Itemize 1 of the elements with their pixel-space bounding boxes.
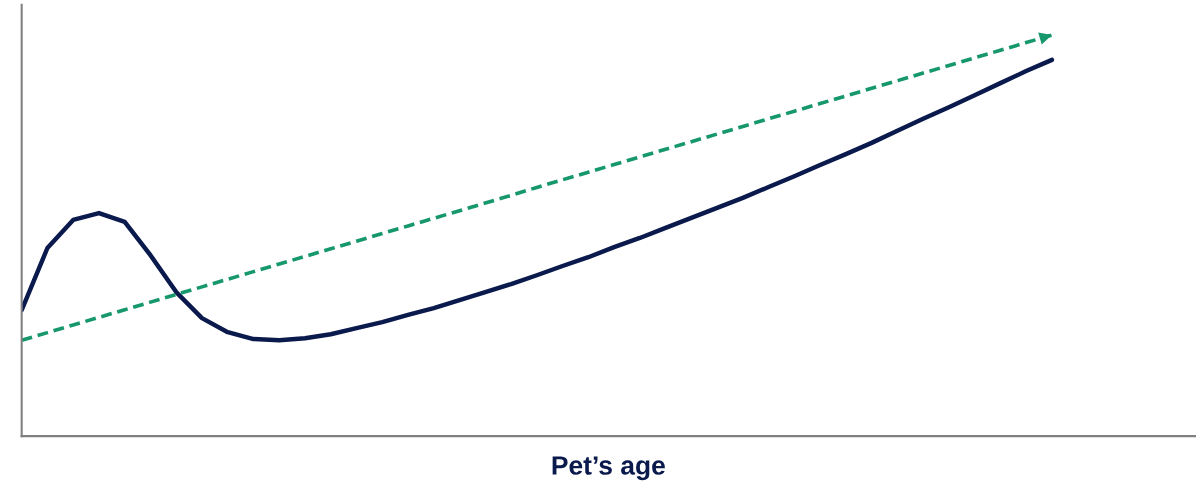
x-axis-title: Pet’s age <box>552 456 665 481</box>
